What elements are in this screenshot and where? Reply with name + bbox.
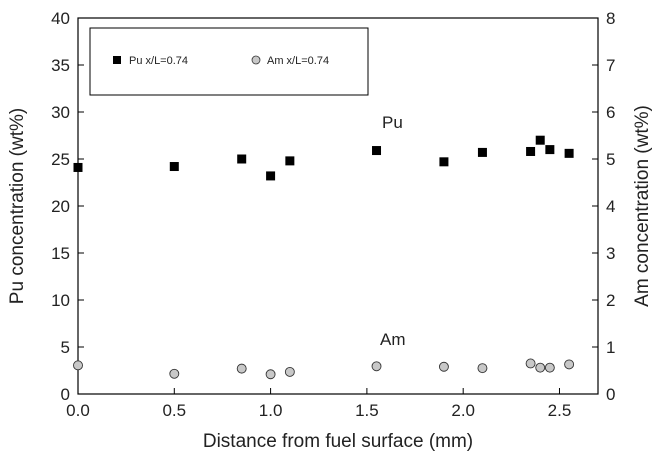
x-axis-title: Distance from fuel surface (mm) — [203, 431, 473, 452]
pu-data-point — [73, 162, 83, 172]
pu-data-point — [545, 145, 555, 155]
pu-data-point — [266, 171, 276, 181]
pu-data-point — [439, 157, 449, 167]
y-right-tick-label: 6 — [606, 103, 615, 122]
y-right-tick-label: 4 — [606, 197, 615, 216]
y-left-tick-label: 15 — [51, 244, 70, 263]
x-tick-label: 0.5 — [162, 401, 186, 420]
pu-data-point — [372, 146, 382, 156]
y-left-tick-label: 5 — [61, 338, 70, 357]
y-right-tick-label: 1 — [606, 338, 615, 357]
legend: Pu x/L=0.74 Am x/L=0.74 — [89, 27, 369, 96]
y-right-tick-label: 7 — [606, 56, 615, 75]
legend-label-am: Am x/L=0.74 — [267, 55, 329, 67]
am-data-point — [535, 362, 546, 373]
x-tick-label: 1.0 — [259, 401, 283, 420]
y-left-tick-label: 10 — [51, 291, 70, 310]
points-layer — [73, 135, 575, 380]
am-data-point — [371, 361, 382, 372]
x-tick-label: 2.0 — [451, 401, 475, 420]
legend-marker-pu — [113, 56, 121, 64]
am-data-point — [265, 369, 276, 380]
am-data-point — [544, 362, 555, 373]
am-data-point — [477, 363, 488, 374]
pu-data-point — [564, 148, 574, 158]
y-left-tick-label: 35 — [51, 56, 70, 75]
legend-marker-am — [251, 55, 261, 65]
y-right-tick-label: 2 — [606, 291, 615, 310]
am-data-point — [73, 360, 83, 371]
am-data-point — [236, 363, 247, 374]
legend-box — [89, 27, 369, 96]
ticks-layer: 0.0 0.5 1.0 1.5 2.0 2.5 0 5 10 15 20 25 30 35 40 0 1 2 3 4 5… — [51, 9, 615, 420]
x-tick-label: 2.5 — [548, 401, 572, 420]
am-data-point — [525, 358, 536, 369]
am-data-point — [169, 368, 180, 379]
y-right-tick-label: 0 — [606, 385, 615, 404]
pu-data-point — [169, 162, 179, 172]
am-data-point — [284, 366, 295, 377]
y-left-tick-label: 30 — [51, 103, 70, 122]
x-tick-label: 0.0 — [66, 401, 90, 420]
pu-data-point — [285, 156, 295, 166]
x-tick-label: 1.5 — [355, 401, 379, 420]
y-right-tick-label: 3 — [606, 244, 615, 263]
y-axis-title-right: Am concentration (wt%) — [632, 105, 653, 307]
legend-label-pu: Pu x/L=0.74 — [129, 55, 188, 67]
y-right-tick-label: 8 — [606, 9, 615, 28]
y-left-tick-label: 40 — [51, 9, 70, 28]
y-left-tick-label: 25 — [51, 150, 70, 169]
pu-data-point — [477, 147, 487, 157]
pu-data-point — [535, 135, 545, 145]
am-data-point — [438, 361, 449, 372]
am-data-point — [564, 359, 575, 370]
annotation-pu: Pu — [382, 113, 403, 132]
y-left-tick-label: 20 — [51, 197, 70, 216]
y-axis-title-left: Pu concentration (wt%) — [7, 108, 28, 304]
y-left-tick-label: 0 — [61, 385, 70, 404]
pu-data-point — [526, 146, 536, 156]
y-right-tick-label: 5 — [606, 150, 615, 169]
pu-data-point — [237, 154, 247, 164]
annotation-am: Am — [380, 330, 406, 349]
